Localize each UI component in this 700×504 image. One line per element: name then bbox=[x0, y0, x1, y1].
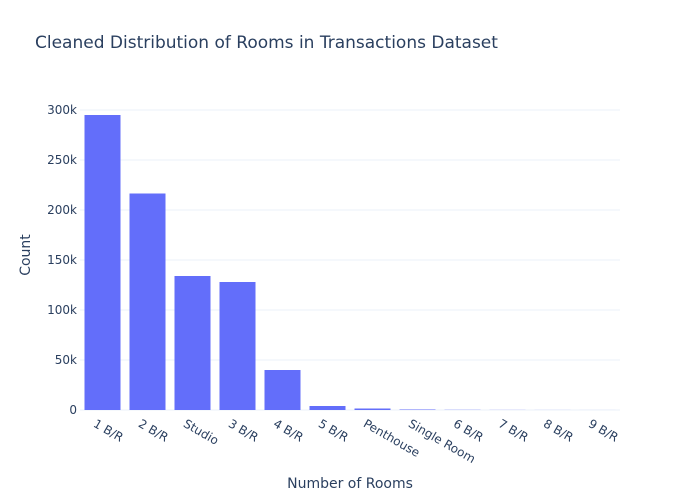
x-tick-label: 5 B/R bbox=[316, 416, 351, 444]
x-tick-label: 2 B/R bbox=[136, 416, 171, 444]
y-tick-label: 100k bbox=[47, 303, 77, 317]
x-tick-label: Studio bbox=[181, 416, 221, 447]
bar[interactable] bbox=[265, 370, 301, 410]
x-tick-label: 9 B/R bbox=[586, 416, 621, 444]
y-tick-label: 0 bbox=[69, 403, 77, 417]
y-tick-labels: 0 50k 100k 150k 200k 250k 300k bbox=[47, 103, 77, 417]
x-tick-label: 1 B/R bbox=[91, 416, 126, 444]
y-tick-label: 300k bbox=[47, 103, 77, 117]
bar[interactable] bbox=[220, 282, 256, 410]
x-tick-label: 3 B/R bbox=[226, 416, 261, 444]
bar[interactable] bbox=[175, 276, 211, 410]
y-tick-label: 50k bbox=[55, 353, 77, 367]
y-tick-label: 250k bbox=[47, 153, 77, 167]
bar[interactable] bbox=[130, 194, 166, 411]
x-tick-label: 8 B/R bbox=[541, 416, 576, 444]
bar[interactable] bbox=[310, 406, 346, 410]
bars bbox=[85, 115, 616, 410]
bar[interactable] bbox=[85, 115, 121, 410]
x-axis-title: Number of Rooms bbox=[287, 476, 413, 492]
bar[interactable] bbox=[400, 410, 436, 411]
y-tick-label: 150k bbox=[47, 253, 77, 267]
x-tick-label: 4 B/R bbox=[271, 416, 306, 444]
bar[interactable] bbox=[355, 409, 391, 411]
x-tick-label: 7 B/R bbox=[496, 416, 531, 444]
chart-title: Cleaned Distribution of Rooms in Transac… bbox=[35, 33, 498, 53]
y-tick-label: 200k bbox=[47, 203, 77, 217]
y-axis-title: Count bbox=[18, 234, 34, 276]
